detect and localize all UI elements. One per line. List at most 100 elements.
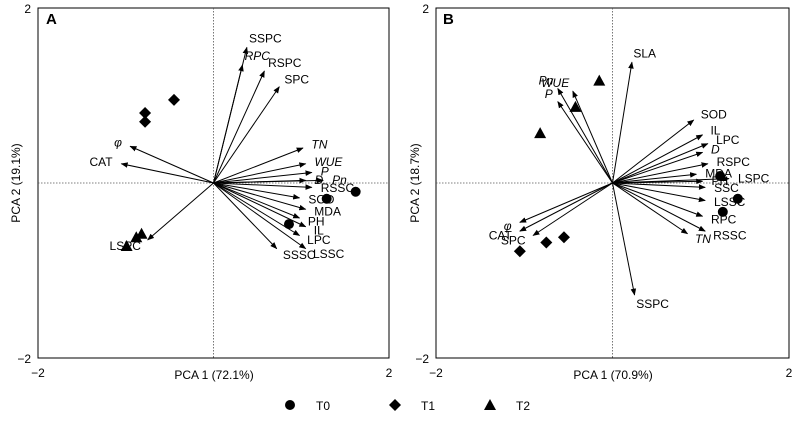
y-tick-label: 2: [24, 2, 31, 16]
x-tick-label: 2: [386, 366, 393, 380]
loading-label-il: IL: [710, 124, 720, 138]
panel-a: A −2 2 2 −2 PCA 1 (72.1%) PCA 2 (19.1%) SSPC RPC…: [9, 2, 393, 382]
loading-label-pn: Pn: [332, 173, 347, 187]
loading-label-d: D: [711, 142, 720, 156]
point-t1: [168, 93, 181, 106]
loading-arrow-lpc: [612, 143, 709, 184]
point-t0: [283, 219, 294, 230]
loading-arrow-ssc: [612, 182, 706, 190]
loading-arrow-tn: [612, 182, 689, 235]
legend-item-t1: T1: [389, 399, 435, 413]
loading-arrow-d: [612, 151, 704, 184]
loading-arrow-mda: [612, 172, 698, 184]
y-tick-label: −2: [415, 352, 429, 366]
loading-arrow-rssc: [612, 182, 706, 232]
loading-arrow-p: [557, 101, 613, 184]
loading-label-rpc: RPC: [245, 49, 271, 63]
loading-arrow-sod: [213, 182, 301, 200]
loading-label-sspc: SSPC: [636, 297, 669, 311]
point-t0: [732, 193, 743, 204]
loading-arrow-pn: [213, 177, 324, 184]
loading-label-tn: TN: [695, 232, 711, 246]
loading-label-p: P: [321, 165, 329, 179]
loading-label-wue: WUE: [541, 76, 570, 90]
loading-arrow-sssc: [213, 182, 278, 250]
loading-arrow-wue: [213, 162, 307, 184]
loading-arrow-phi: [519, 182, 613, 223]
loading-arrow-pn: [557, 87, 613, 184]
x-axis-label: PCA 1 (72.1%): [174, 368, 253, 382]
panel-tag: A: [46, 11, 57, 28]
loading-label-p: P: [545, 87, 553, 101]
loading-arrow-tn: [213, 147, 304, 184]
point-t0: [350, 186, 361, 197]
loading-arrow-sod: [612, 119, 695, 184]
legend-label: T2: [516, 399, 530, 413]
loading-label-mda: MDA: [314, 205, 341, 219]
loading-label-lpc: LPC: [307, 233, 331, 247]
loading-label-lssc: LSSC: [313, 247, 345, 261]
loading-arrow-il: [612, 134, 704, 184]
point-t2: [593, 74, 606, 86]
loading-label-rssc: RSSC: [321, 181, 355, 195]
loading-arrow-spc: [213, 86, 280, 184]
point-t2: [120, 240, 133, 251]
loading-arrow-sspc: [612, 182, 637, 296]
legend-item-t2: T2: [484, 399, 530, 413]
loading-arrow-p: [213, 170, 313, 184]
loading-label-wue: WUE: [314, 155, 343, 169]
loading-label-sla: SLA: [633, 46, 656, 60]
loading-arrow-cat: [120, 162, 214, 184]
loading-label-il: IL: [314, 224, 324, 238]
point-t2: [135, 227, 148, 239]
loading-arrow-lssc: [213, 182, 307, 250]
loading-label-ssc: SSC: [714, 181, 739, 195]
loading-label-cat: CAT: [489, 228, 513, 242]
legend-marker-diamond: [389, 399, 401, 411]
loading-arrow-rspc: [213, 70, 265, 184]
loading-label-spc: SPC: [284, 72, 309, 86]
x-tick-label: 2: [786, 366, 793, 380]
y-axis-label: PCA 2 (18.7%): [408, 143, 422, 222]
y-tick-label: −2: [17, 352, 31, 366]
loading-label-rssc: RSSC: [713, 228, 747, 242]
point-t1: [557, 231, 570, 244]
legend-marker-circle: [285, 400, 295, 410]
y-axis-label: PCA 2 (19.1%): [9, 143, 23, 222]
loading-arrow-rspc: [612, 162, 709, 184]
loading-label-sssc: SSSC: [283, 248, 316, 262]
y-tick-label: 2: [422, 2, 429, 16]
loading-label-tn: TN: [311, 138, 327, 152]
x-tick-label: −2: [429, 366, 443, 380]
loading-label-ph: PH: [308, 214, 325, 228]
point-t2: [534, 127, 547, 139]
point-t1: [540, 236, 553, 249]
loading-arrow-ph: [612, 178, 704, 185]
point-t2: [569, 100, 582, 112]
loading-arrow-lspc: [147, 182, 214, 241]
loading-label-cat: CAT: [89, 155, 113, 169]
loading-arrow-wue: [572, 90, 613, 184]
loading-arrow-lssc: [612, 182, 706, 203]
loading-label-rspc: RSPC: [268, 56, 302, 70]
loading-label-pn: Pn: [539, 74, 554, 88]
point-t0: [321, 193, 332, 204]
panel-tag: B: [443, 11, 454, 28]
point-t0: [717, 206, 728, 217]
loading-arrow-rpc: [213, 64, 244, 184]
loading-label-phi: φ: [114, 136, 122, 150]
loading-arrow-rpc: [612, 182, 704, 217]
point-t1: [513, 245, 526, 258]
point-t0: [715, 171, 726, 181]
x-axis-label: PCA 1 (70.9%): [573, 368, 652, 382]
point-t1: [139, 115, 152, 128]
point-t1: [139, 107, 152, 119]
point-t2: [130, 231, 143, 243]
loading-label-sod: SOD: [701, 107, 727, 121]
loading-arrow-mda: [213, 182, 307, 211]
legend-item-t0: T0: [285, 399, 330, 413]
loading-label-phi: φ: [504, 219, 512, 233]
loading-label-lpc: LPC: [716, 133, 740, 147]
loading-arrow-rssc: [213, 182, 313, 190]
